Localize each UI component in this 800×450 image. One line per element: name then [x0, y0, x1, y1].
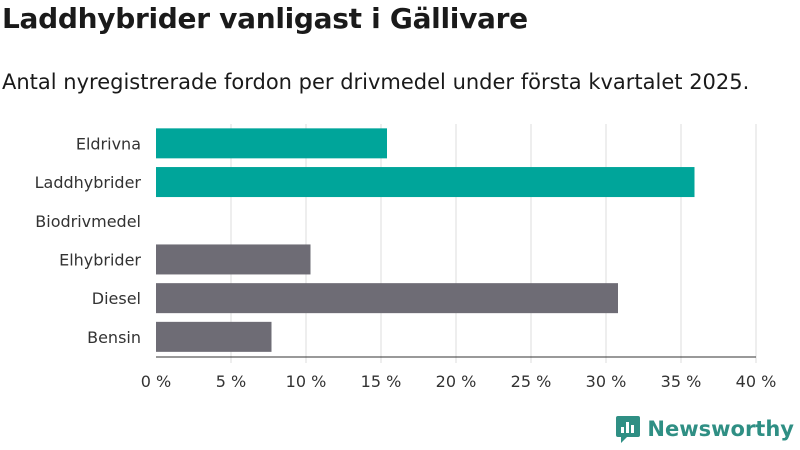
gridlines: [230, 124, 757, 363]
brand-logo: Newsworthy: [615, 414, 794, 444]
chart-title: Laddhybrider vanligast i Gällivare: [2, 2, 528, 35]
x-tick-label: 10 %: [286, 372, 327, 391]
category-label: Bensin: [87, 328, 141, 347]
x-tick-label: 20 %: [436, 372, 477, 391]
bar-eldrivna: [156, 128, 387, 159]
bars: [156, 128, 695, 352]
bar-elhybrider: [156, 244, 311, 275]
category-label: Eldrivna: [76, 134, 141, 153]
category-labels: Eldrivna Laddhybrider Biodrivmedel Elhybrid…: [35, 134, 142, 347]
x-tick-label: 40 %: [736, 372, 777, 391]
newsworthy-logo-icon: [616, 416, 641, 443]
x-tick-label: 30 %: [586, 372, 627, 391]
bar-laddhybrider: [156, 167, 695, 198]
category-label: Diesel: [92, 289, 141, 308]
x-tick-label: 35 %: [661, 372, 702, 391]
brand-name: Newsworthy: [647, 417, 794, 441]
x-tick-label: 25 %: [511, 372, 552, 391]
x-tick-labels: 0 % 5 % 10 % 15 % 20 % 25 % 30 % 35 % 40 %: [141, 372, 777, 391]
bar-diesel: [156, 283, 618, 314]
category-label: Laddhybrider: [35, 173, 142, 192]
x-tick-label: 15 %: [361, 372, 402, 391]
bar-bensin: [156, 321, 272, 352]
chart-subtitle: Antal nyregistrerade fordon per drivmede…: [2, 70, 750, 94]
category-label: Biodrivmedel: [35, 212, 141, 231]
x-tick-label: 5 %: [216, 372, 246, 391]
x-tick-label: 0 %: [141, 372, 171, 391]
category-label: Elhybrider: [59, 250, 141, 269]
